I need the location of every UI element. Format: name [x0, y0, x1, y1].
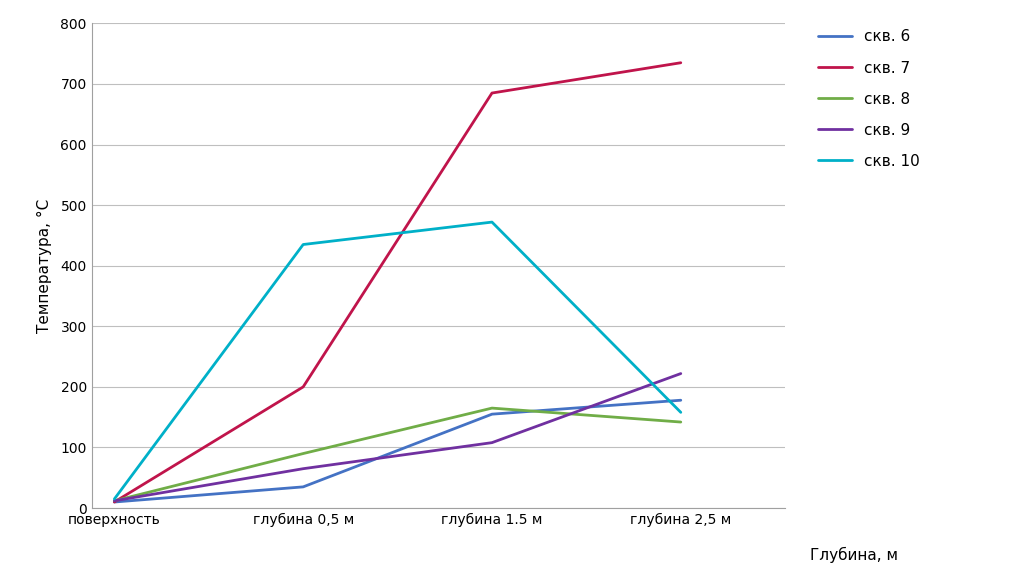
скв. 8 [486, 405, 498, 412]
скв. 9 [108, 498, 120, 505]
скв. 7 [486, 89, 498, 96]
скв. 10 [675, 409, 687, 416]
скв. 6 [486, 411, 498, 418]
Line: скв. 9: скв. 9 [114, 374, 681, 501]
Line: скв. 6: скв. 6 [114, 400, 681, 502]
Y-axis label: Температура, °C: Температура, °C [37, 199, 52, 333]
Line: скв. 8: скв. 8 [114, 408, 681, 501]
Text: Глубина, м: Глубина, м [810, 547, 898, 563]
скв. 10 [298, 241, 310, 248]
скв. 10 [108, 495, 120, 502]
скв. 9 [486, 439, 498, 446]
скв. 6 [298, 484, 310, 491]
скв. 8 [675, 419, 687, 426]
скв. 9 [675, 370, 687, 377]
скв. 8 [108, 498, 120, 505]
скв. 7 [675, 59, 687, 66]
скв. 9 [298, 465, 310, 472]
скв. 7 [298, 384, 310, 391]
скв. 7 [108, 499, 120, 506]
Line: скв. 7: скв. 7 [114, 62, 681, 502]
скв. 6 [108, 499, 120, 506]
скв. 10 [486, 218, 498, 225]
Legend: скв. 6, скв. 7, скв. 8, скв. 9, скв. 10: скв. 6, скв. 7, скв. 8, скв. 9, скв. 10 [812, 23, 926, 175]
Line: скв. 10: скв. 10 [114, 222, 681, 499]
скв. 6 [675, 397, 687, 404]
скв. 8 [298, 450, 310, 457]
